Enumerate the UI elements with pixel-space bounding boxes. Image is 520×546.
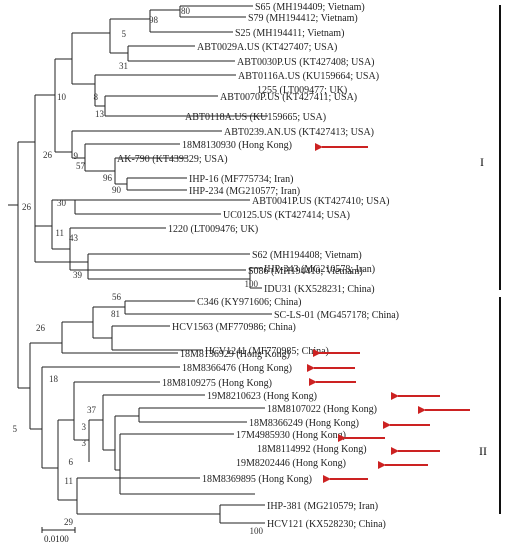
bootstrap-value: 26	[43, 150, 53, 160]
bootstrap-value: 18	[49, 374, 59, 384]
tip-label: 1220 (LT009476; UK)	[168, 224, 258, 235]
bootstrap-values: 80 98 5 31 8 13 10 9 57 96 90 26 30 11 4…	[13, 6, 264, 536]
tip-label: ABT0070P.US (KT427411; USA)	[220, 92, 357, 103]
tip-label: S62 (MH194408; Vietnam)	[252, 250, 362, 261]
bootstrap-value: 31	[119, 61, 128, 71]
tip-label: ABT0041P.US (KT427410; USA)	[252, 196, 390, 207]
tip-label: IHP-343 (MG210578; Iran)	[264, 264, 375, 275]
bootstrap-value: 10	[57, 92, 67, 102]
bootstrap-value: 11	[64, 476, 73, 486]
tip-label: S65 (MH194409; Vietnam)	[255, 2, 365, 13]
bootstrap-value: 26	[36, 323, 46, 333]
tip-label: ABT0030P.US (KT427408; USA)	[237, 57, 375, 68]
tip-label: UC0125.US (KT427414; USA)	[223, 210, 350, 221]
bootstrap-value: 100	[245, 279, 259, 289]
tip-label: 19M8202446 (Hong Kong)	[236, 458, 346, 469]
highlight-arrows	[307, 143, 470, 483]
bootstrap-value: 98	[149, 15, 159, 25]
bootstrap-value: 3	[82, 422, 87, 432]
bootstrap-value: 5	[122, 29, 127, 39]
tip-label: HCV1563 (MF770986; China)	[172, 322, 296, 333]
bootstrap-value: 39	[73, 270, 83, 280]
tip-label: ABT0116A.US (KU159664; USA)	[238, 71, 379, 82]
bootstrap-value: 11	[55, 228, 64, 238]
tip-label: 18M8366249 (Hong Kong)	[249, 418, 359, 429]
group-label-ii: II	[479, 444, 487, 458]
tip-label: ABT0029A.US (KT427407; USA)	[197, 42, 337, 53]
tip-label: ABT0239.AN.US (KT427413; USA)	[224, 127, 374, 138]
tip-label: S086 (MH194410; Vietnam)	[248, 266, 363, 277]
tip-label: 18M8136929 (Hong Kong)	[180, 349, 290, 360]
tree-branches	[8, 5, 272, 524]
bootstrap-value: 90	[112, 185, 122, 195]
bootstrap-value: 81	[111, 309, 120, 319]
bootstrap-value: 96	[103, 173, 113, 183]
bootstrap-value: 29	[64, 517, 74, 527]
tip-label: 19M8210623 (Hong Kong)	[207, 391, 317, 402]
tip-labels: S65 (MH194409; Vietnam) S79 (MH194412; V…	[117, 2, 399, 530]
tip-label: AK-790 (KT439329; USA)	[117, 154, 228, 165]
bootstrap-value: 13	[95, 109, 105, 119]
bootstrap-value: 80	[181, 6, 191, 16]
tip-label: S25 (MH194411; Vietnam)	[235, 28, 344, 39]
tip-label: C346 (KY971606; China)	[197, 297, 301, 308]
tip-label: 1255 (LT009477; UK)	[257, 85, 347, 96]
tip-label: 18M8369895 (Hong Kong)	[202, 474, 312, 485]
bootstrap-value: 3	[82, 438, 87, 448]
tip-label: 17M4985930 (Hong Kong)	[236, 430, 346, 441]
bootstrap-value: 43	[69, 233, 79, 243]
bootstrap-value: 56	[112, 292, 122, 302]
tip-label: SC-LS-01 (MG457178; China)	[274, 310, 399, 321]
tip-label: ABT0118A.US (KU159665; USA)	[185, 112, 326, 123]
bootstrap-value: 57	[76, 161, 86, 171]
scale-bar: 0.0100	[41, 527, 76, 544]
tip-label: S79 (MH194412; Vietnam)	[248, 13, 358, 24]
tip-label: 18M8114992 (Hong Kong)	[257, 444, 367, 455]
tip-label: 18M8109275 (Hong Kong)	[162, 378, 272, 389]
tip-label: HCV1241 (MF770985; China)	[205, 346, 329, 357]
tip-label: IDU31 (KX528231; China)	[264, 284, 375, 295]
tip-label: IHP-16 (MF775734; Iran)	[189, 174, 293, 185]
tip-label: 18M8107022 (Hong Kong)	[267, 404, 377, 415]
tip-label: IHP-234 (MG210577; Iran)	[189, 186, 300, 197]
bootstrap-value: 6	[69, 457, 74, 467]
bootstrap-value: 9	[74, 151, 79, 161]
tip-label: HCV121 (KX528230; China)	[267, 519, 386, 530]
bootstrap-value: 26	[22, 202, 32, 212]
tip-label: 18M8130930 (Hong Kong)	[182, 140, 292, 151]
bootstrap-value: 37	[87, 405, 97, 415]
bootstrap-value: 100	[250, 526, 264, 536]
bootstrap-value: 5	[13, 424, 18, 434]
bootstrap-value: 8	[94, 92, 99, 102]
tip-label: IHP-381 (MG210579; Iran)	[267, 501, 378, 512]
scale-bar-label: 0.0100	[44, 534, 69, 544]
bootstrap-value: 30	[57, 198, 67, 208]
tip-label: 18M8366476 (Hong Kong)	[182, 363, 292, 374]
group-label-i: I	[480, 155, 484, 169]
